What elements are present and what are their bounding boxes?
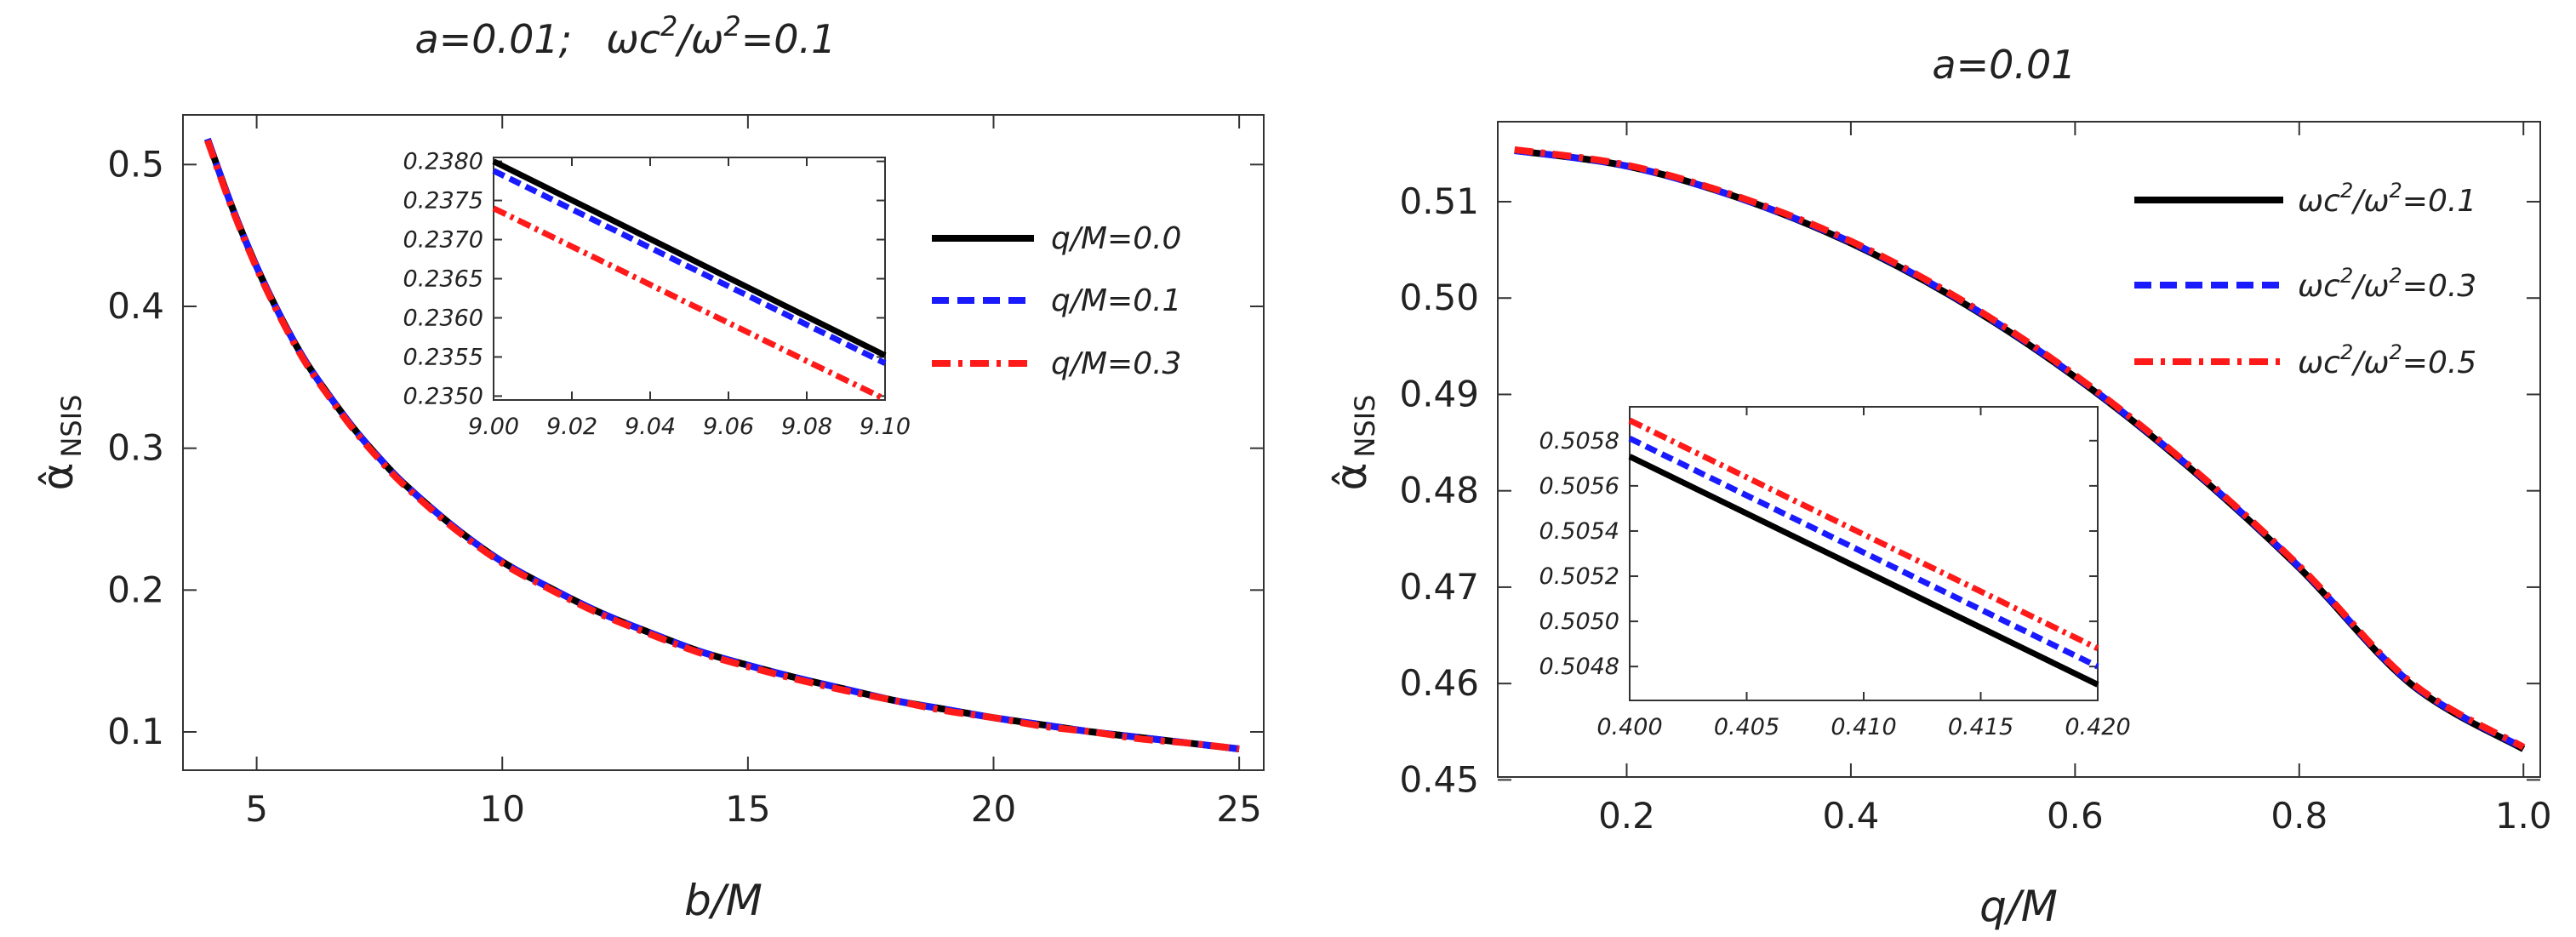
left-inset-y-tick-label: 0.2360: [403, 305, 483, 331]
left-y-tick-label: 0.2: [107, 568, 164, 610]
left-y-tick-label: 0.1: [107, 711, 164, 752]
left-plot-frame: [182, 114, 1265, 771]
right-legend-label-2: ωc2/ω2=0.5: [2298, 340, 2476, 380]
left-inset-y-tick-label: 0.2380: [403, 149, 483, 175]
left-legend-label-2: q/M=0.3: [1051, 346, 1181, 381]
left-panel-title: a=0.01; ωc2/ω2=0.1: [415, 10, 837, 62]
right-inset-y-tick-label: 0.5056: [1539, 473, 1619, 500]
right-y-tick-label: 0.51: [1399, 180, 1479, 222]
right-series-line-2: [1514, 146, 2526, 751]
left-x-tick-label: 5: [245, 788, 268, 830]
left-inset-y-tick-label: 0.2375: [403, 188, 483, 214]
right-inset-y-tick-label: 0.5052: [1539, 563, 1619, 590]
right-inset-series-line-2: [1628, 417, 2099, 652]
right-inset-x-tick-label: 0.410: [1831, 714, 1896, 740]
right-panel: a=0.01 0.2 0.4 0.6 0.8 1.00.450.460.470.480.…: [1327, 42, 2552, 931]
right-x-tick-label: 1.0: [2495, 795, 2552, 837]
svg-text:α̂NSIS: α̂NSIS: [1327, 395, 1381, 491]
left-inset-series-line-0: [492, 158, 887, 358]
left-inset-x-tick-label: 9.08: [781, 414, 832, 440]
left-y-tick-label: 0.3: [107, 427, 164, 469]
left-inset-y-tick-label: 0.2370: [403, 227, 483, 254]
left-legend-label-1: q/M=0.1: [1051, 283, 1181, 318]
right-inset-series-line-1: [1628, 436, 2099, 670]
svg-text:α̂NSIS: α̂NSIS: [33, 395, 88, 491]
left-inset-y-tick-label: 0.2365: [403, 266, 483, 293]
left-inset-x-tick-label: 9.00: [468, 414, 519, 440]
right-legend: ωc2/ω2=0.1 ωc2/ω2=0.3 ωc2/ω2=0.5: [2134, 179, 2476, 380]
right-x-tick-label: 0.4: [1823, 795, 1880, 837]
left-inset-x-tick-label: 9.04: [625, 414, 676, 440]
left-inset-series-group: [492, 158, 887, 403]
left-panel: a=0.01; ωc2/ω2=0.1 5 10 15 20 25 0.1 0.2 0.3 0.4 0…: [33, 10, 1265, 925]
right-y-tick-label: 0.46: [1399, 662, 1479, 704]
left-inset-series-line-1: [492, 168, 887, 366]
left-axis-ticks: 5 10 15 20 25 0.1 0.2 0.3 0.4 0.5: [107, 115, 1264, 830]
left-legend-label-0: q/M=0.0: [1051, 221, 1181, 256]
left-inset-x-tick-label: 9.10: [860, 414, 911, 440]
right-inset-y-tick-label: 0.5054: [1539, 518, 1619, 545]
right-y-axis-title: α̂NSIS: [1327, 395, 1381, 491]
right-legend-label-0: ωc2/ω2=0.1: [2298, 179, 2476, 219]
right-x-tick-label: 0.8: [2270, 795, 2328, 837]
left-inset-ticks: 9.00 9.02 9.04 9.06 9.08 9.10 0.2350 0.2355 0.23…: [403, 149, 911, 440]
right-y-tick-label: 0.50: [1399, 277, 1479, 318]
left-y-tick-label: 0.5: [107, 143, 164, 185]
right-y-tick-label: 0.49: [1399, 373, 1479, 414]
left-y-tick-label: 0.4: [107, 285, 164, 327]
right-inset-x-tick-label: 0.405: [1714, 714, 1779, 740]
right-inset-x-tick-label: 0.420: [2065, 714, 2130, 740]
right-inset-series-line-0: [1628, 454, 2099, 688]
left-inset-y-tick-label: 0.2350: [403, 383, 483, 409]
left-x-tick-label: 20: [971, 788, 1016, 830]
left-inset-x-tick-label: 9.02: [546, 414, 597, 440]
left-series-line-2: [204, 139, 1240, 752]
right-panel-title: a=0.01: [1932, 42, 2076, 88]
left-x-tick-label: 25: [1216, 788, 1261, 830]
left-legend: q/M=0.0 q/M=0.1 q/M=0.3: [932, 221, 1181, 381]
left-series-group: [204, 137, 1240, 752]
right-series-group: [1514, 146, 2526, 752]
right-inset-y-tick-label: 0.5048: [1539, 654, 1619, 680]
right-x-axis-title: q/M: [1979, 882, 2058, 931]
right-inset-series-group: [1628, 417, 2099, 688]
right-y-tick-label: 0.45: [1399, 758, 1479, 800]
right-y-tick-label: 0.48: [1399, 470, 1479, 511]
right-x-tick-label: 0.6: [2047, 795, 2104, 837]
left-inset-frame: [493, 157, 886, 401]
left-inset-series-line-2: [492, 205, 887, 403]
left-y-axis-title: α̂NSIS: [33, 395, 88, 491]
right-inset-x-tick-label: 0.400: [1596, 714, 1662, 740]
right-plot-frame: [1497, 121, 2541, 778]
right-x-tick-label: 0.2: [1598, 795, 1655, 837]
left-x-axis-title: b/M: [684, 876, 763, 925]
right-legend-label-1: ωc2/ω2=0.3: [2298, 264, 2476, 304]
left-inset-x-tick-label: 9.06: [703, 414, 754, 440]
left-x-tick-label: 10: [480, 788, 525, 830]
left-x-tick-label: 15: [725, 788, 770, 830]
right-y-tick-label: 0.47: [1399, 566, 1479, 608]
right-axis-ticks: 0.2 0.4 0.6 0.8 1.0 0.45 0.46 0.47 0.48 0.49 0.50 0…: [1399, 122, 2552, 837]
right-inset-y-tick-label: 0.5050: [1539, 608, 1619, 635]
right-inset-ticks: 0.400 0.405 0.410 0.415 0.420 0.5048 0.5050 0.5…: [1539, 407, 2131, 740]
right-inset-y-tick-label: 0.5058: [1539, 428, 1619, 454]
left-inset-y-tick-label: 0.2355: [403, 344, 483, 370]
right-inset-x-tick-label: 0.415: [1948, 714, 2013, 740]
